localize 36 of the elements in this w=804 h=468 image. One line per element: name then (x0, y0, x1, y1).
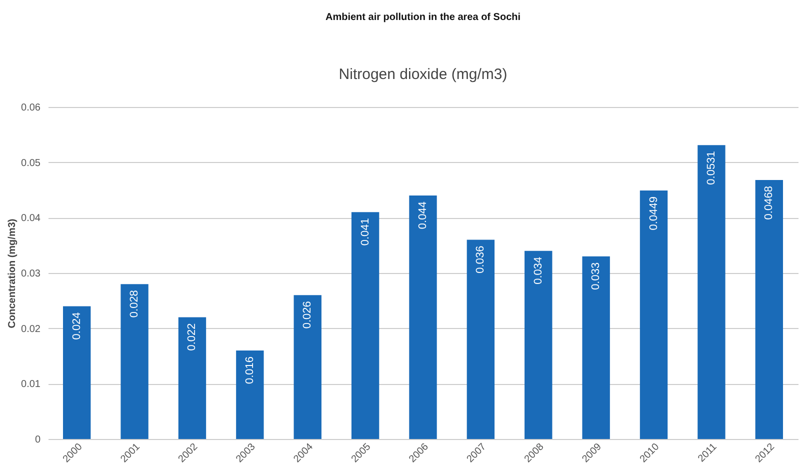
bar (351, 212, 380, 439)
y-axis-title: Concentration (mg/m3) (7, 218, 18, 328)
y-tick-label: 0 (34, 434, 41, 446)
y-tick-label: 0.05 (21, 158, 41, 169)
data-label: 0.016 (244, 356, 256, 384)
data-label: 0.028 (128, 290, 141, 318)
bar (524, 250, 552, 439)
y-tick-label: 0.03 (21, 268, 41, 280)
bar (178, 317, 206, 439)
bar (466, 240, 495, 439)
data-label: 0.036 (474, 246, 487, 274)
data-label: 0.044 (417, 202, 429, 230)
y-tick-label: 0.01 (21, 379, 41, 390)
chart-title: Ambient air pollution in the area of Sochi (325, 12, 521, 23)
bar (236, 350, 264, 439)
data-label: 0.041 (359, 218, 372, 246)
data-label: 0.033 (590, 262, 602, 290)
data-label: 0.022 (186, 323, 198, 351)
bar (294, 295, 322, 439)
y-tick-label: 0.06 (21, 102, 41, 114)
data-label: 0.0449 (648, 196, 660, 230)
bar (755, 180, 783, 439)
y-tick-label: 0.04 (21, 213, 41, 224)
data-label: 0.026 (302, 301, 314, 329)
bar (120, 284, 148, 439)
bar (640, 190, 668, 439)
data-label: 0.0531 (705, 151, 718, 185)
data-label: 0.034 (532, 256, 544, 284)
bar (582, 256, 610, 439)
data-label: 0.0468 (763, 186, 776, 220)
chart-subtitle: Nitrogen dioxide (mg/m3) (338, 66, 508, 83)
bar (409, 196, 437, 439)
y-tick-label: 0.02 (21, 324, 41, 335)
data-label: 0.024 (70, 312, 83, 340)
bar (698, 145, 726, 439)
bar (63, 306, 91, 439)
